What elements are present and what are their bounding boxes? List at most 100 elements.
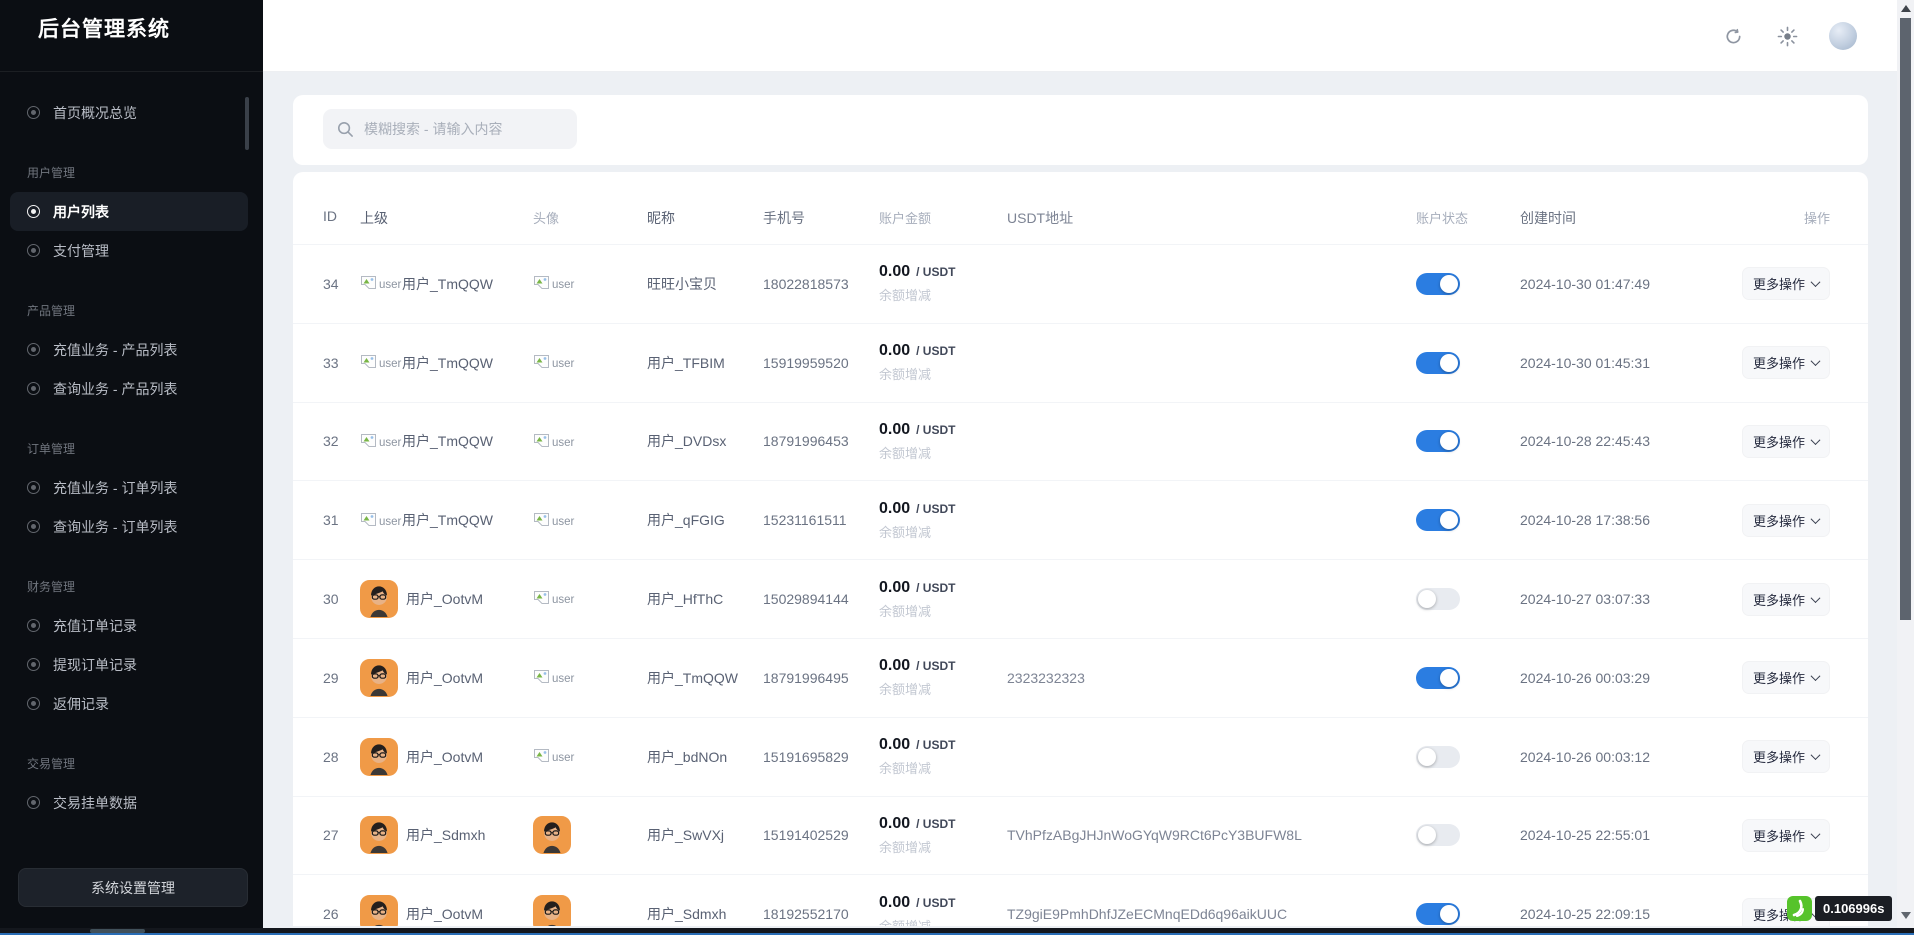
balance-adjust-link[interactable]: 余额增减 — [879, 603, 932, 619]
search-card — [293, 95, 1868, 165]
cell-status — [1416, 639, 1486, 717]
sidebar-item[interactable]: 交易挂单数据 — [10, 783, 248, 822]
cell-nickname: 用户_Sdmxh — [647, 906, 727, 923]
search-box[interactable] — [323, 109, 577, 149]
cell-avatar: user — [533, 718, 623, 796]
cell-id: 34 — [323, 275, 339, 292]
status-toggle[interactable] — [1416, 430, 1460, 453]
balance-adjust-link[interactable]: 余额增减 — [879, 682, 932, 698]
menu-dot-icon — [27, 697, 40, 710]
more-actions-button[interactable]: 更多操作 — [1742, 267, 1830, 301]
cell-created-time: 2024-10-30 01:45:31 — [1520, 354, 1650, 371]
balance-adjust-link[interactable]: 余额增减 — [879, 839, 932, 855]
cell-id: 29 — [323, 669, 339, 686]
system-settings-button[interactable]: 系统设置管理 — [18, 868, 248, 907]
more-actions-button[interactable]: 更多操作 — [1742, 424, 1830, 458]
balance-adjust-link[interactable]: 余额增减 — [879, 761, 932, 777]
cell-id: 32 — [323, 433, 339, 450]
cell-parent: user 用户_TmQQW — [360, 481, 532, 559]
scroll-up-arrow[interactable] — [1901, 5, 1911, 12]
bottom-edge-line — [0, 933, 1914, 935]
table-row: 29 用户_OotvM user 用户_TmQQW 18791996495 0.… — [293, 637, 1868, 717]
more-actions-button[interactable]: 更多操作 — [1742, 582, 1830, 616]
balance-adjust-link[interactable]: 余额增减 — [879, 367, 932, 383]
vertical-scrollbar[interactable] — [1897, 0, 1914, 928]
cell-created-time: 2024-10-25 22:09:15 — [1520, 906, 1650, 923]
amount-value: 0.00 — [879, 657, 911, 675]
status-toggle[interactable] — [1416, 745, 1460, 768]
refresh-icon[interactable] — [1721, 24, 1745, 48]
cell-phone: 18791996453 — [763, 433, 849, 450]
sidebar-item[interactable]: 返佣记录 — [10, 684, 248, 723]
balance-adjust-link[interactable]: 余额增减 — [879, 916, 955, 926]
user-avatar[interactable] — [1829, 22, 1857, 50]
cell-actions: 更多操作 — [1742, 639, 1830, 717]
cell-phone: 15191695829 — [763, 748, 849, 765]
scroll-down-arrow[interactable] — [1901, 912, 1911, 919]
sidebar-item[interactable]: 首页概况总览 — [10, 93, 248, 132]
user-avatar-image — [360, 580, 398, 619]
cell-phone: 15191402529 — [763, 827, 849, 844]
theme-sun-icon[interactable] — [1775, 24, 1799, 48]
balance-adjust-link[interactable]: 余额增减 — [879, 288, 932, 304]
status-toggle[interactable] — [1416, 824, 1460, 847]
sidebar-item[interactable]: 充值订单记录 — [10, 606, 248, 645]
cell-id: 33 — [323, 354, 339, 371]
sidebar-item[interactable]: 支付管理 — [10, 231, 248, 270]
amount-unit: / USDT — [916, 816, 956, 831]
column-header: 手机号 — [763, 210, 805, 226]
horizontal-scrollbar[interactable] — [0, 928, 1914, 935]
parent-name: 用户_OotvM — [406, 748, 484, 765]
page-load-time-badge[interactable]: 0.106996s — [1786, 895, 1893, 922]
balance-adjust-link[interactable]: 余额增减 — [879, 524, 932, 540]
amount-unit: / USDT — [916, 344, 956, 359]
cell-parent: 用户_Sdmxh — [360, 797, 532, 875]
status-toggle[interactable] — [1416, 351, 1460, 374]
cell-nickname: 用户_HfThC — [647, 591, 724, 608]
cell-id: 30 — [323, 591, 339, 608]
parent-name: 用户_OotvM — [406, 906, 484, 923]
status-toggle[interactable] — [1416, 272, 1460, 295]
more-actions-button[interactable]: 更多操作 — [1742, 346, 1830, 380]
user-avatar-image — [533, 895, 571, 926]
broken-image-icon: user — [533, 354, 574, 371]
balance-adjust-link[interactable]: 余额增减 — [879, 445, 932, 461]
cell-usdt-address — [1007, 718, 1407, 796]
user-avatar-image — [360, 737, 398, 776]
toggle-knob — [1418, 826, 1436, 845]
cell-amount: 0.00 / USDT 余额增减 — [879, 718, 1005, 796]
more-actions-button[interactable]: 更多操作 — [1742, 503, 1830, 537]
vertical-scrollbar-thumb[interactable] — [1900, 18, 1911, 620]
sidebar-item[interactable]: 充值业务 - 产品列表 — [10, 330, 248, 369]
horizontal-scrollbar-thumb[interactable] — [90, 929, 145, 933]
more-actions-button[interactable]: 更多操作 — [1742, 818, 1830, 852]
sidebar-item[interactable]: 提现订单记录 — [10, 645, 248, 684]
sidebar-item-label: 支付管理 — [53, 242, 109, 259]
sidebar-item[interactable]: 充值业务 - 订单列表 — [10, 468, 248, 507]
sidebar-item[interactable]: 用户列表 — [10, 192, 248, 231]
parent-name: 用户_Sdmxh — [406, 827, 486, 844]
sidebar-scrollbar-thumb[interactable] — [245, 97, 249, 150]
cell-usdt-address — [1007, 403, 1407, 481]
cell-status — [1416, 324, 1486, 402]
cell-nickname: 用户_bdNOn — [647, 748, 728, 765]
status-toggle[interactable] — [1416, 588, 1460, 611]
search-input[interactable] — [364, 121, 565, 137]
menu-dot-icon — [27, 343, 40, 356]
sidebar-item-label: 充值业务 - 产品列表 — [53, 341, 178, 358]
sidebar-item[interactable]: 查询业务 - 产品列表 — [10, 369, 248, 408]
cell-status — [1416, 875, 1486, 926]
status-toggle[interactable] — [1416, 509, 1460, 532]
cell-avatar — [533, 797, 623, 875]
broken-image-icon: user — [533, 748, 574, 765]
column-header: 头像 — [533, 211, 560, 226]
cell-status — [1416, 245, 1486, 323]
sidebar-section-label: 订单管理 — [27, 442, 76, 456]
sidebar-item[interactable]: 查询业务 - 订单列表 — [10, 507, 248, 546]
more-actions-button[interactable]: 更多操作 — [1742, 661, 1830, 695]
more-actions-button[interactable]: 更多操作 — [1742, 740, 1830, 774]
status-toggle[interactable] — [1416, 903, 1460, 926]
table-body: 34 user 用户_TmQQW user 旺旺小宝贝 18022818573 0… — [293, 244, 1868, 926]
sidebar-item-label: 用户列表 — [53, 203, 109, 220]
status-toggle[interactable] — [1416, 666, 1460, 689]
